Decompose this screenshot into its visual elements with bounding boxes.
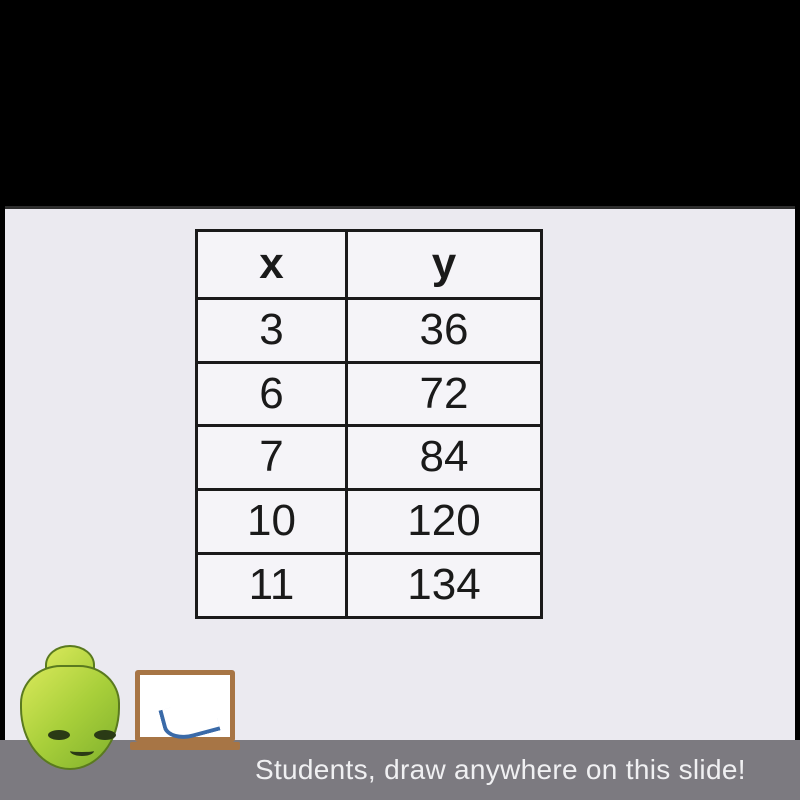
cell-x: 6 [197, 362, 347, 426]
cell-y: 120 [347, 490, 542, 554]
cell-y: 72 [347, 362, 542, 426]
pear-mascot-icon [10, 640, 130, 770]
pear-eye-right [94, 730, 116, 740]
easel-drawing [158, 696, 220, 744]
table-header-row: x y [197, 231, 542, 299]
cell-x: 10 [197, 490, 347, 554]
cell-y: 84 [347, 426, 542, 490]
instruction-text: Students, draw anywhere on this slide! [255, 754, 746, 786]
cell-x: 3 [197, 298, 347, 362]
easel-icon [130, 670, 240, 770]
table-row: 10 120 [197, 490, 542, 554]
cell-x: 7 [197, 426, 347, 490]
table-row: 3 36 [197, 298, 542, 362]
cell-y: 134 [347, 553, 542, 617]
easel-board [135, 670, 235, 742]
pear-body-shape [20, 665, 120, 770]
cell-x: 11 [197, 553, 347, 617]
pear-mouth [70, 746, 94, 756]
table-row: 7 84 [197, 426, 542, 490]
table-row: 6 72 [197, 362, 542, 426]
pear-eyes [48, 730, 116, 740]
table-row: 11 134 [197, 553, 542, 617]
pear-eye-left [48, 730, 70, 740]
column-header-y: y [347, 231, 542, 299]
easel-tray [130, 742, 240, 750]
xy-data-table: x y 3 36 6 72 7 84 10 120 11 134 [195, 229, 543, 619]
column-header-x: x [197, 231, 347, 299]
cell-y: 36 [347, 298, 542, 362]
